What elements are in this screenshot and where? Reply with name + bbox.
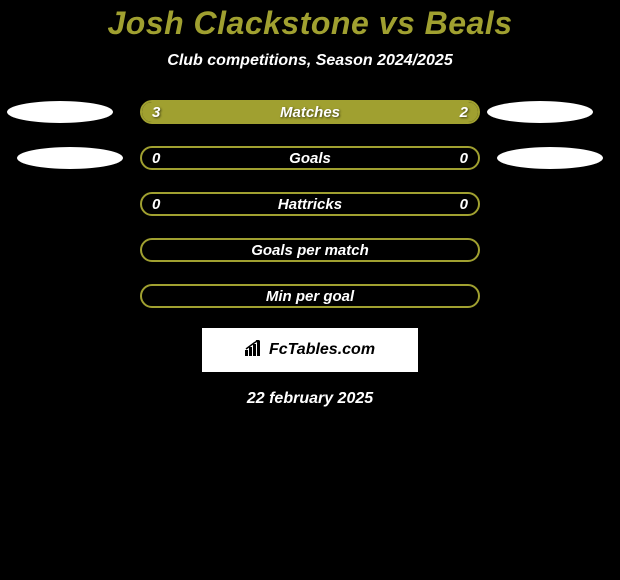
stat-bar: 3 Matches 2 — [140, 100, 480, 124]
stat-value-right: 2 — [460, 104, 468, 121]
stat-label: Goals per match — [251, 242, 369, 259]
player-ellipse-left — [7, 101, 113, 123]
logo: FcTables.com — [245, 340, 375, 361]
comparison-infographic: Josh Clackstone vs Beals Club competitio… — [0, 0, 620, 408]
stat-bar: Min per goal — [140, 284, 480, 308]
stat-bar: 0 Hattricks 0 — [140, 192, 480, 216]
chart-icon — [245, 340, 265, 361]
bar-fill-right — [344, 102, 478, 122]
stat-label: Min per goal — [266, 288, 354, 305]
stat-bar: Goals per match — [140, 238, 480, 262]
stat-value-right: 0 — [460, 196, 468, 213]
stat-row: Goals per match — [0, 238, 620, 262]
stat-value-left: 0 — [152, 150, 160, 167]
stat-row: Min per goal — [0, 284, 620, 308]
stat-rows: 3 Matches 2 0 Goals 0 0 Hattricks 0 Goals per mat… — [0, 100, 620, 308]
stat-row: 0 Goals 0 — [0, 146, 620, 170]
stat-bar: 0 Goals 0 — [140, 146, 480, 170]
player-ellipse-left — [17, 147, 123, 169]
date: 22 february 2025 — [0, 390, 620, 408]
stat-row: 3 Matches 2 — [0, 100, 620, 124]
stat-value-left: 3 — [152, 104, 160, 121]
logo-text: FcTables.com — [269, 341, 375, 359]
player-ellipse-right — [487, 101, 593, 123]
stat-label: Goals — [289, 150, 331, 167]
stat-label: Hattricks — [278, 196, 342, 213]
stat-value-right: 0 — [460, 150, 468, 167]
player-ellipse-right — [497, 147, 603, 169]
logo-box: FcTables.com — [202, 328, 418, 372]
stat-label: Matches — [280, 104, 340, 121]
page-title: Josh Clackstone vs Beals — [0, 5, 620, 42]
stat-row: 0 Hattricks 0 — [0, 192, 620, 216]
subtitle: Club competitions, Season 2024/2025 — [0, 52, 620, 70]
stat-value-left: 0 — [152, 196, 160, 213]
